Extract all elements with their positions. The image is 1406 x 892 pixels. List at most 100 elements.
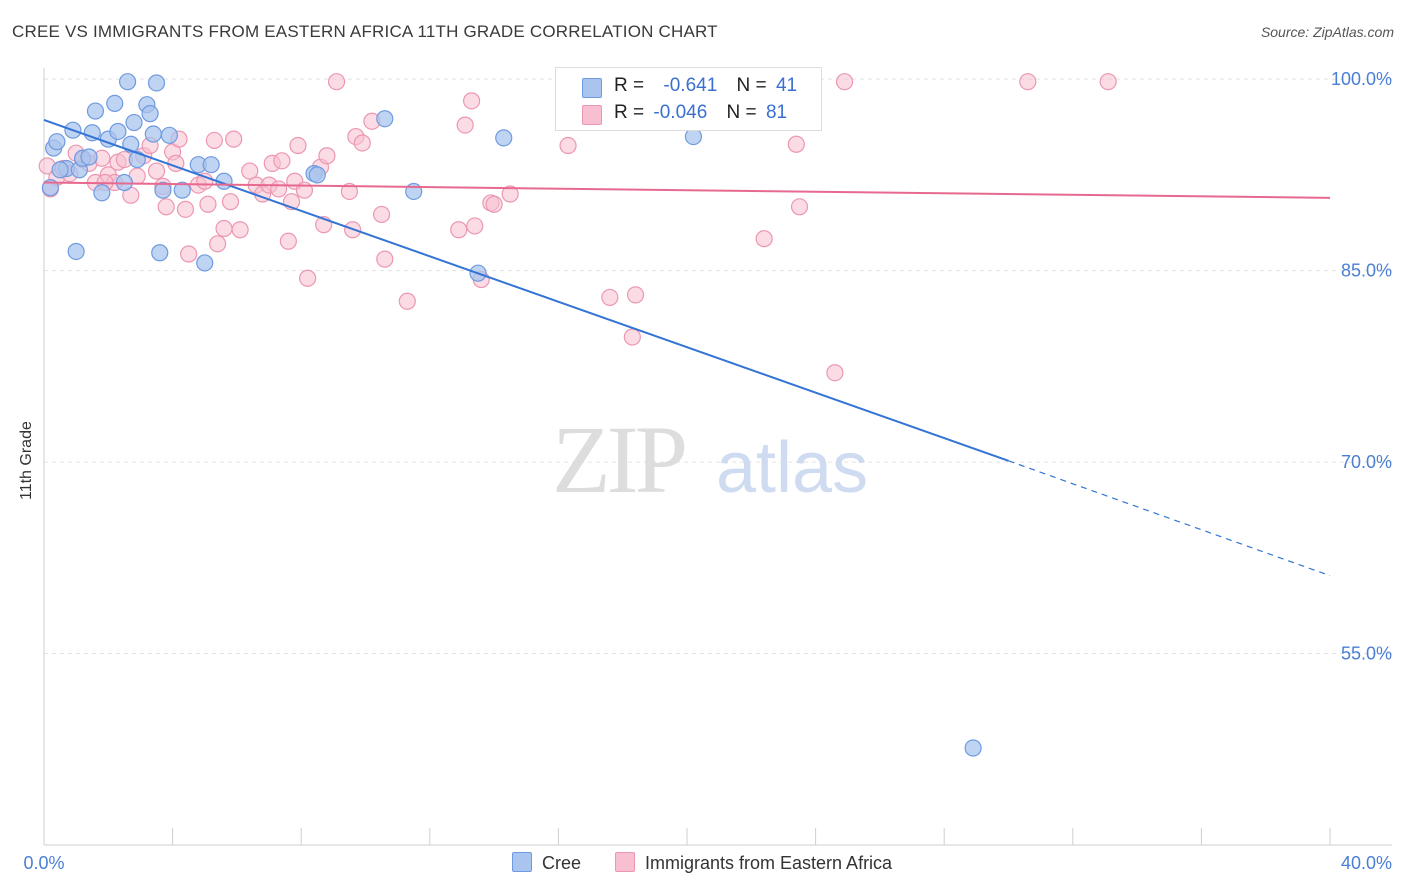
immigrants-point [787,135,805,153]
immigrants-legend-swatch [615,852,635,872]
immigrants-point [273,152,291,170]
legend-item-cree: Cree [512,852,581,874]
immigrants-point [215,219,233,238]
immigrants-point [353,134,371,152]
n-value-immigrants: 81 [765,102,788,123]
immigrants-point [1099,73,1117,91]
immigrants-point [289,136,307,155]
cree-point [405,182,423,201]
cree-point [495,129,513,147]
watermark-zip: ZIP [552,406,685,513]
r-label: R = [614,75,645,96]
immigrants-point [147,162,166,180]
immigrants-point [241,162,259,180]
cree-point [202,156,220,174]
cree-point [141,105,159,123]
immigrants-point [327,73,346,91]
cree-point [151,244,169,262]
y-axis-label: 11th Grade [18,421,35,500]
immigrants-trend-line [43,181,1331,199]
chart-title: CREE VS IMMIGRANTS FROM EASTERN AFRICA 1… [12,22,718,41]
cree-point [67,242,85,261]
cree-point [154,181,172,199]
cree-point [118,73,137,91]
immigrants-point [299,269,317,287]
immigrants-point [450,221,468,239]
immigrants-points [38,71,1117,382]
immigrants-point [180,245,198,263]
immigrants-point [485,195,503,213]
cree-point [173,181,191,199]
cree-point [128,150,146,169]
immigrants-point [209,235,227,253]
immigrants-point [826,364,844,382]
immigrants-point [559,136,577,155]
immigrants-point [462,92,481,110]
immigrants-point [376,250,394,268]
r-value-cree: -0.641 [663,75,718,96]
cree-point [308,166,326,184]
immigrants-point [270,180,288,198]
cree-legend-label: Cree [542,853,582,873]
watermark-atlas: atlas [716,428,868,508]
immigrants-point [1019,73,1037,91]
axes [43,68,1392,846]
immigrants-point [601,288,619,307]
immigrants-point [225,130,243,148]
immigrants-point [157,198,175,216]
cree-trend-line [43,119,1009,462]
cree-point [125,113,143,132]
cree-point [376,110,394,128]
cree-point [964,739,982,757]
immigrants-point [398,292,416,310]
tick-labels: 100.0% 85.0% 70.0% 55.0% 0.0% 40.0% [23,69,1392,873]
n-label: N = [736,75,767,96]
n-label: N = [726,102,757,123]
immigrants-point [176,200,195,218]
cree-point [86,102,105,120]
cree-swatch [582,78,602,98]
cree-point [144,125,162,143]
cree-point [160,126,178,144]
immigrants-point [205,131,223,150]
n-value-cree: 41 [775,75,798,96]
cree-point [109,122,127,141]
immigrants-point [231,221,249,239]
immigrants-point [623,328,641,346]
y-tick-label: 85.0% [1341,261,1392,281]
y-tick-label: 70.0% [1341,452,1392,472]
cree-point [80,148,98,166]
cree-point [196,254,214,272]
immigrants-legend-label: Immigrants from Eastern Africa [645,853,893,873]
immigrants-point [372,205,391,224]
x-tick-label: 40.0% [1341,853,1392,873]
stats-legend: R = -0.641 N = 41 R = -0.046 N = 81 [555,67,822,131]
immigrants-point [340,182,359,201]
cree-point [48,133,66,151]
immigrants-point [221,193,240,211]
cree-point [51,161,69,179]
immigrants-point [626,286,645,304]
legend-item-immigrants: Immigrants from Eastern Africa [615,852,892,874]
watermark: ZIP atlas [552,406,868,513]
y-tick-label: 100.0% [1331,69,1392,89]
y-tick-label: 55.0% [1341,644,1392,664]
immigrants-point [199,195,217,213]
immigrants-swatch [582,105,602,125]
immigrants-point [456,116,474,134]
immigrants-point [755,230,773,248]
immigrants-point [279,232,297,250]
x-tick-label: 0.0% [23,853,64,873]
immigrants-point [790,198,809,216]
cree-trend-extension [1008,460,1331,577]
cree-point [147,74,166,92]
cree-point [106,94,124,112]
r-value-immigrants: -0.046 [653,102,708,123]
immigrants-point [318,147,336,165]
r-label: R = [614,102,645,123]
trend-lines [43,119,1331,577]
cree-point [93,184,111,202]
source-label: Source: ZipAtlas.com [1260,24,1394,40]
immigrants-point [501,185,519,203]
